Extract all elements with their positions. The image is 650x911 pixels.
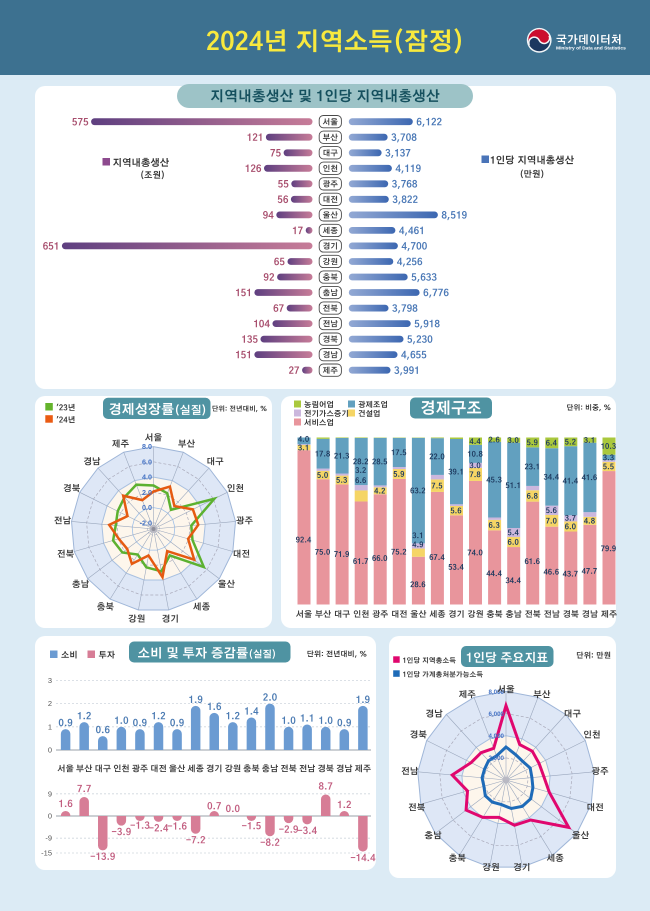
- svg-text:4,000: 4,000: [489, 733, 505, 740]
- svg-text:2.0: 2.0: [142, 488, 152, 497]
- svg-text:Ministry of Data and Statistic: Ministry of Data and Statistics: [556, 46, 626, 52]
- svg-text:0: 0: [48, 746, 52, 755]
- svg-text:-2.0: -2.0: [140, 518, 152, 527]
- svg-text:8.0: 8.0: [142, 442, 152, 451]
- svg-text:3: 3: [48, 676, 52, 685]
- svg-text:1: 1: [48, 722, 52, 731]
- svg-text:9: 9: [48, 789, 52, 798]
- svg-text:-15: -15: [41, 849, 52, 858]
- svg-text:4.0: 4.0: [142, 473, 152, 482]
- svg-text:6.0: 6.0: [142, 457, 152, 466]
- svg-text:0.0: 0.0: [142, 503, 152, 512]
- svg-text:6,000: 6,000: [489, 711, 505, 718]
- svg-text:8,000: 8,000: [489, 689, 505, 696]
- svg-text:0: 0: [48, 812, 52, 821]
- svg-text:2,000: 2,000: [489, 755, 505, 762]
- svg-text:2: 2: [48, 699, 52, 708]
- svg-text:-9: -9: [45, 834, 52, 843]
